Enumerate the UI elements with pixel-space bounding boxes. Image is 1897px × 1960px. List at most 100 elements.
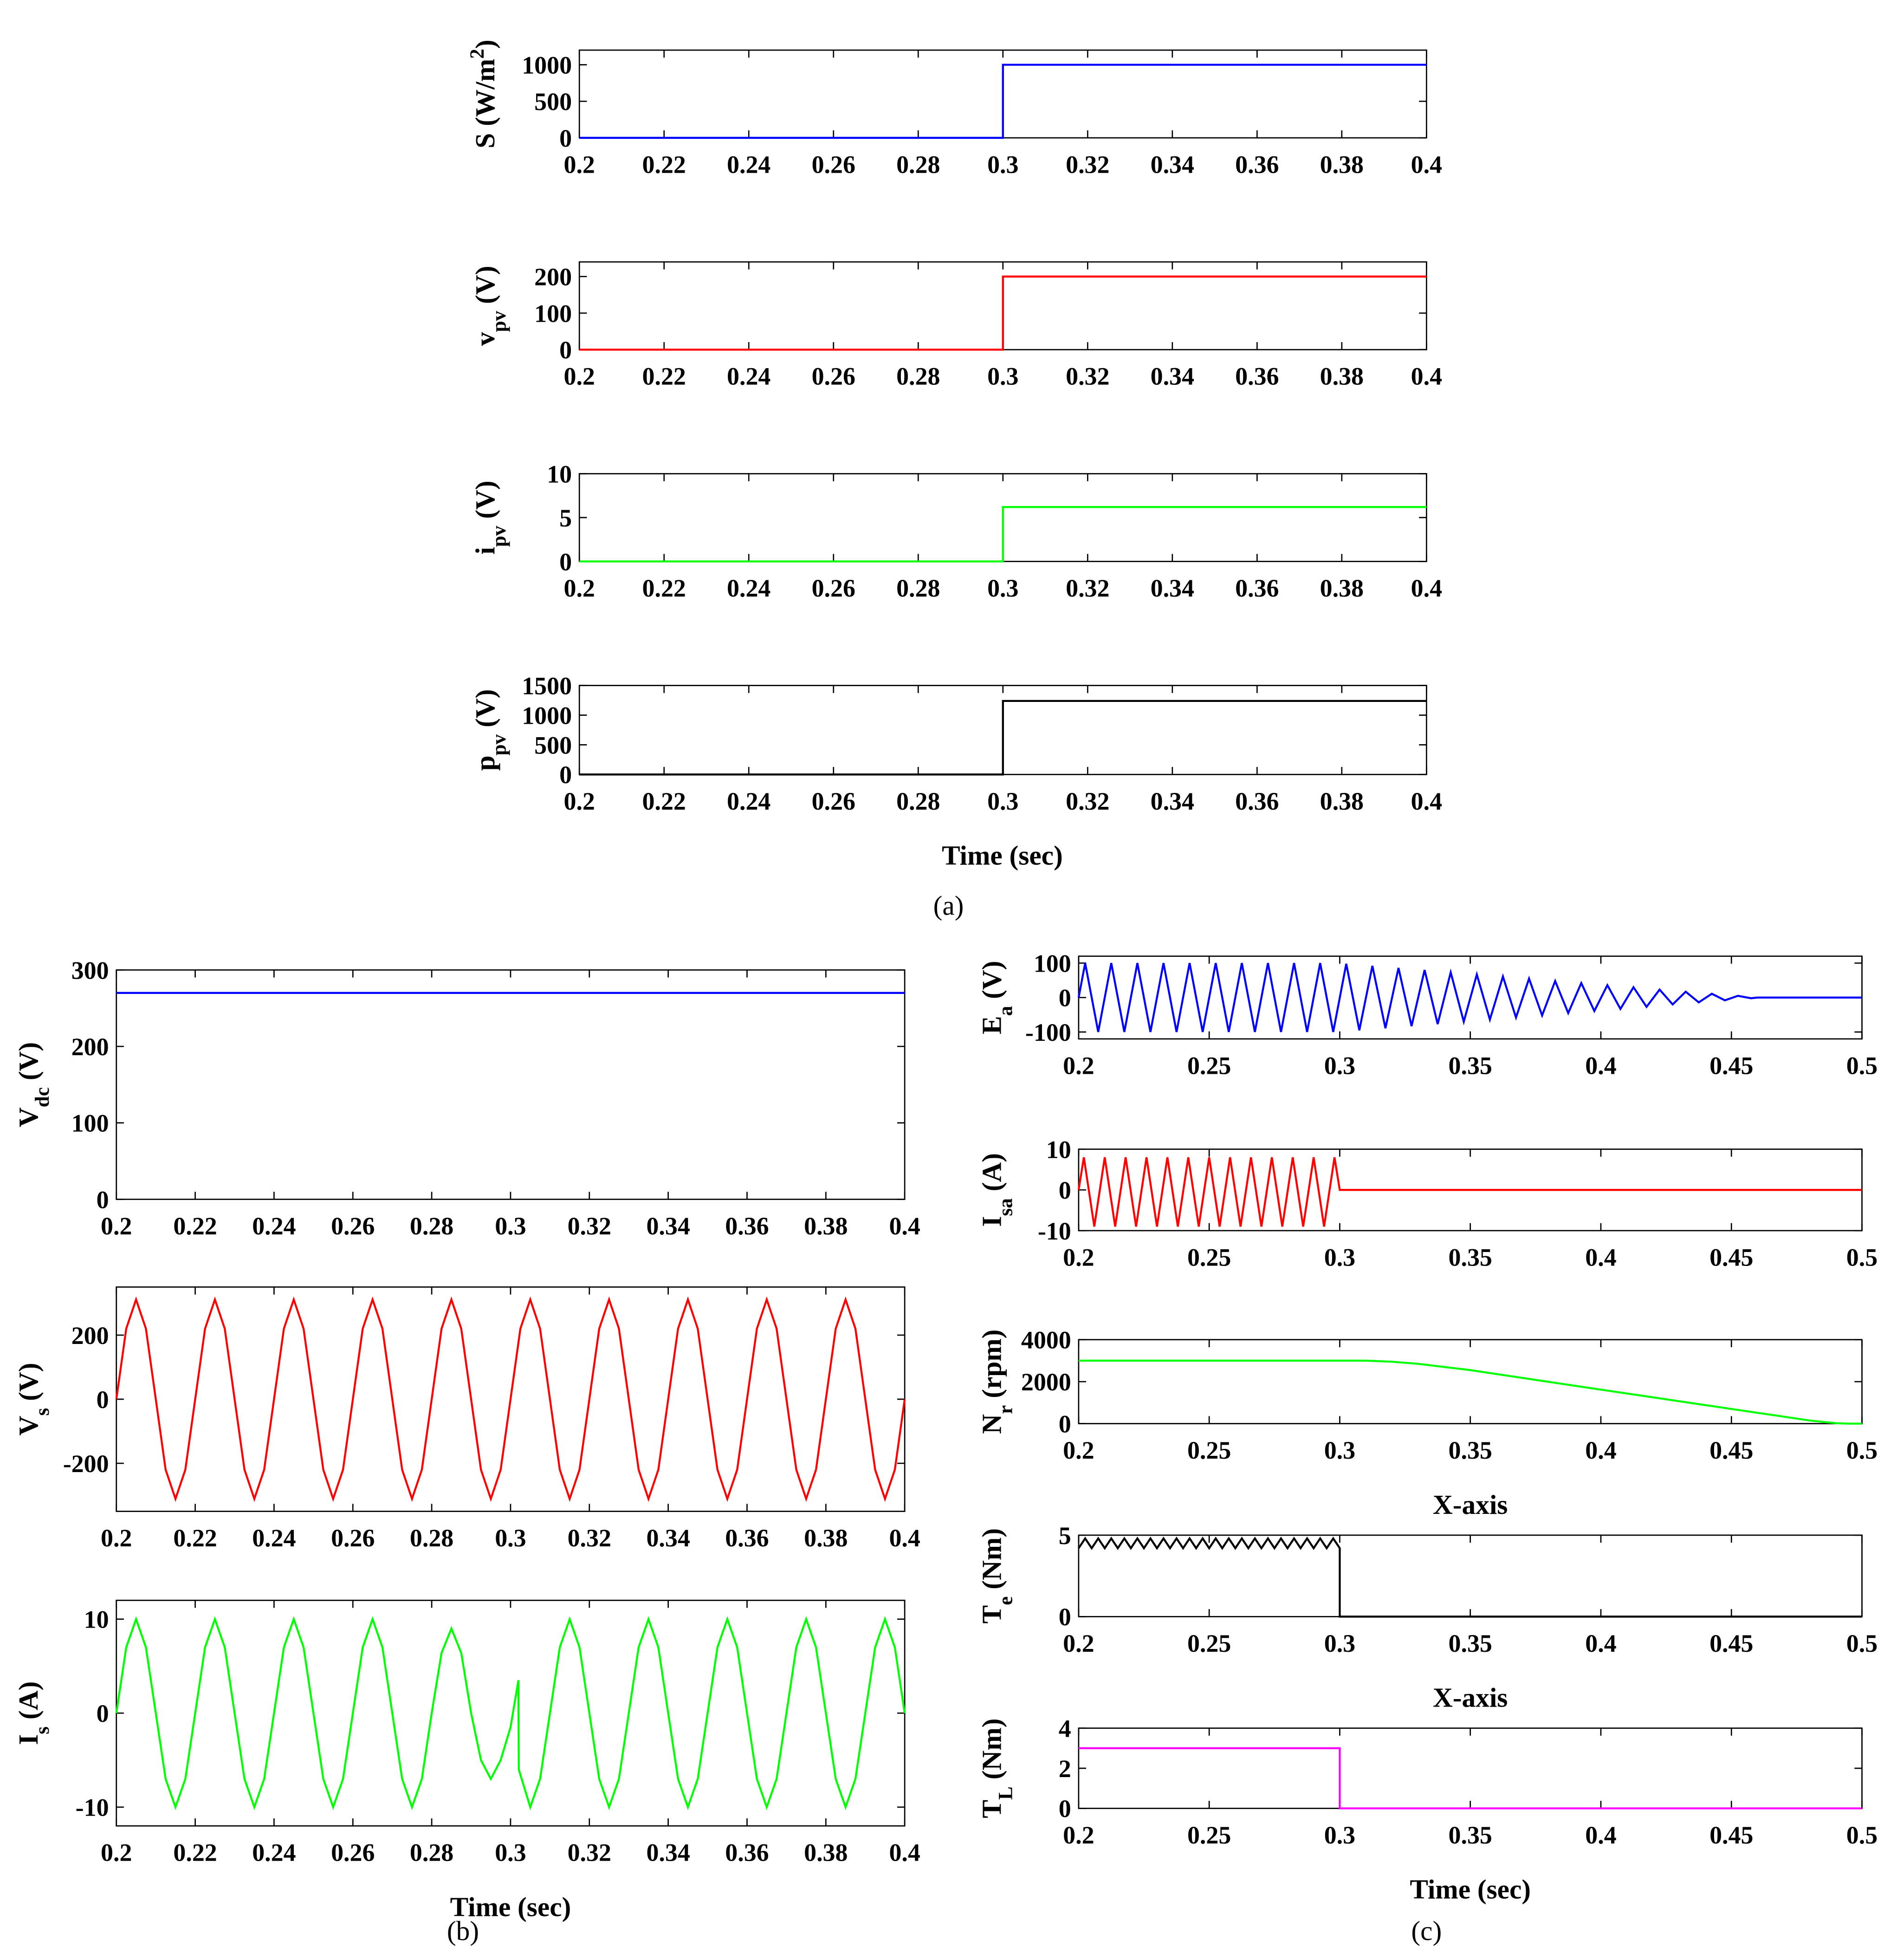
y-axis-label: Ea (V) <box>977 961 1016 1034</box>
x-tick-label: 0.24 <box>727 150 770 178</box>
x-tick-label: 0.26 <box>812 574 855 602</box>
y-axis-label-part: i <box>470 547 500 554</box>
y-axis-label: Vs (V) <box>13 1363 53 1435</box>
y-axis-label-part: I <box>977 1216 1007 1227</box>
y-axis-label-part: V <box>13 1107 44 1127</box>
y-tick-label: 100 <box>534 299 572 327</box>
panel-label: (c) <box>1411 1915 1442 1946</box>
y-axis-label-part: E <box>977 1016 1007 1034</box>
y-axis-label-part: (A) <box>13 1681 44 1726</box>
x-tick-label: 0.35 <box>1449 1243 1492 1271</box>
x-tick-label: 0.3 <box>1324 1436 1355 1464</box>
data-line <box>1077 1157 1862 1227</box>
x-tick-label: 0.4 <box>889 1524 920 1552</box>
y-tick-label: 2 <box>1059 1755 1071 1783</box>
y-tick-label: 0 <box>1059 1176 1071 1204</box>
y-tick-label: 10 <box>84 1606 109 1634</box>
x-tick-label: 0.2 <box>564 363 595 390</box>
x-tick-label: 0.45 <box>1709 1243 1753 1271</box>
y-axis-label: ipv (V) <box>470 480 510 554</box>
y-axis-label: Te (Nm) <box>977 1528 1016 1623</box>
data-line <box>579 275 1427 351</box>
x-tick-label: 0.32 <box>1066 787 1109 815</box>
y-axis-label-part: V <box>13 1415 44 1435</box>
y-tick-label: 10 <box>1046 1136 1071 1163</box>
x-tick-label: 0.3 <box>987 574 1018 602</box>
x-tick-label: 0.28 <box>896 574 940 602</box>
y-tick-label: 100 <box>71 1110 109 1137</box>
x-axis-label: Time (sec) <box>942 840 1063 871</box>
y-axis-label: vpv (V) <box>470 266 510 346</box>
x-tick-label: 0.34 <box>646 1212 690 1240</box>
y-axis-label-part: S (W/m <box>470 59 500 149</box>
x-tick-label: 0.2 <box>1063 1051 1094 1079</box>
y-axis-label-part: p <box>470 755 500 771</box>
x-tick-label: 0.2 <box>1063 1436 1094 1464</box>
x-tick-label: 0.25 <box>1187 1243 1231 1271</box>
y-axis-label-part: L <box>995 1786 1016 1800</box>
y-tick-label: -10 <box>76 1794 109 1822</box>
x-tick-label: 0.28 <box>410 1839 453 1867</box>
y-tick-label: 1000 <box>522 51 572 79</box>
x-tick-label: 0.26 <box>812 787 855 815</box>
x-tick-label: 0.24 <box>252 1524 296 1552</box>
y-axis-label-part: (Nm) <box>977 1528 1007 1597</box>
x-tick-label: 0.38 <box>804 1839 848 1867</box>
x-tick-label: 0.34 <box>1151 787 1194 815</box>
x-tick-label: 0.26 <box>331 1839 375 1867</box>
y-tick-label: 200 <box>71 1033 109 1061</box>
x-tick-label: 0.22 <box>642 574 686 602</box>
x-tick-label: 0.4 <box>1411 574 1442 602</box>
x-tick-label: 0.38 <box>1320 150 1364 178</box>
x-tick-label: 0.3 <box>987 363 1018 390</box>
x-tick-label: 0.4 <box>1585 1629 1616 1657</box>
x-tick-label: 0.2 <box>1063 1821 1094 1849</box>
x-tick-label: 0.2 <box>101 1212 132 1240</box>
x-tick-label: 0.32 <box>1066 150 1109 178</box>
panel-label: (b) <box>447 1915 479 1946</box>
plot-area <box>1078 1727 1863 1809</box>
x-tick-label: 0.3 <box>1324 1821 1355 1849</box>
plot-area <box>116 969 906 1200</box>
x-tick-label: 0.35 <box>1449 1436 1492 1464</box>
y-axis-label: Vdc (V) <box>13 1042 53 1127</box>
x-tick-label: 0.22 <box>642 363 686 390</box>
x-tick-label: 0.38 <box>1320 574 1364 602</box>
x-tick-label: 0.34 <box>1151 574 1194 602</box>
data-line <box>115 1616 906 1811</box>
x-tick-label: 0.5 <box>1846 1243 1878 1271</box>
x-axis-label: X-axis <box>1433 1682 1508 1713</box>
x-tick-label: 0.2 <box>564 150 595 178</box>
y-tick-label: 0 <box>559 124 572 152</box>
x-tick-label: 0.32 <box>1066 574 1109 602</box>
x-tick-label: 0.35 <box>1449 1051 1492 1079</box>
y-axis-label-part: N <box>977 1414 1007 1434</box>
x-tick-label: 0.35 <box>1449 1629 1492 1657</box>
y-tick-label: 0 <box>97 1186 109 1214</box>
y-axis-label-part: T <box>977 1605 1007 1624</box>
y-tick-label: 200 <box>71 1322 109 1350</box>
x-tick-label: 0.38 <box>1320 363 1364 390</box>
x-tick-label: 0.45 <box>1709 1051 1753 1079</box>
x-tick-label: 0.34 <box>646 1524 690 1552</box>
y-tick-label: 100 <box>1034 949 1071 977</box>
y-tick-label: 300 <box>71 956 109 984</box>
x-tick-label: 0.3 <box>987 150 1018 178</box>
x-tick-label: 0.4 <box>1585 1243 1616 1271</box>
y-tick-label: 500 <box>534 731 572 759</box>
y-tick-label: 5 <box>559 504 572 532</box>
x-tick-label: 0.45 <box>1709 1629 1753 1657</box>
y-axis-label-part: e <box>995 1597 1016 1605</box>
y-axis-label-part: (V) <box>470 480 500 526</box>
x-tick-label: 0.3 <box>1324 1629 1355 1657</box>
x-tick-label: 0.32 <box>568 1212 611 1240</box>
data-line <box>1078 1747 1862 1810</box>
x-tick-label: 0.28 <box>896 787 940 815</box>
x-tick-label: 0.36 <box>725 1524 769 1552</box>
x-tick-label: 0.25 <box>1187 1629 1231 1657</box>
x-tick-label: 0.38 <box>1320 787 1364 815</box>
data-line <box>579 64 1427 139</box>
y-axis-label: TL (Nm) <box>977 1718 1016 1818</box>
y-tick-label: 4000 <box>1021 1326 1071 1354</box>
